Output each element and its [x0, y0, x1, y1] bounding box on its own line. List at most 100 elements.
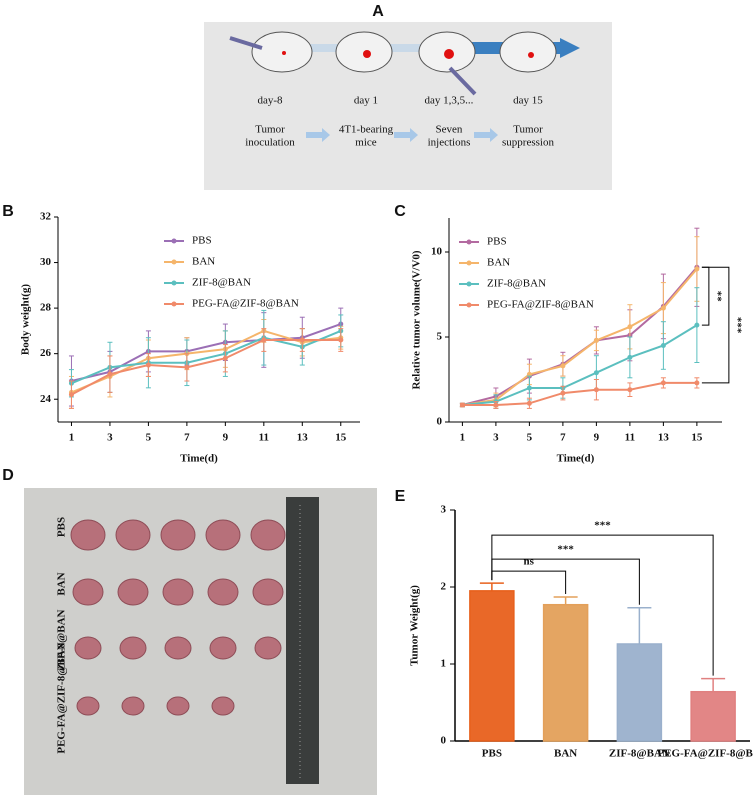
- day-label: day 15: [513, 95, 543, 107]
- x-tick-label: 11: [259, 432, 269, 444]
- sig-label: ***: [557, 544, 574, 556]
- x-tick-label: 5: [527, 432, 533, 444]
- tumors: [282, 49, 534, 59]
- marker: [493, 402, 499, 408]
- y-tick-label: 28: [40, 302, 52, 314]
- marker: [107, 371, 113, 377]
- sig-label: ns: [524, 556, 535, 568]
- marker: [68, 392, 74, 398]
- panel-label: E: [395, 488, 406, 505]
- syringe: [229, 36, 263, 50]
- step-label: Tumor: [255, 124, 285, 136]
- series-line: [70, 339, 341, 396]
- y-axis-title: Body weight(g): [20, 284, 32, 356]
- step-label: Tumor: [513, 124, 543, 136]
- legend-label: PEG-FA@ZIF-8@BAN: [487, 299, 594, 311]
- marker: [627, 387, 633, 393]
- bar: [542, 603, 589, 742]
- x-tick-label: 15: [335, 432, 347, 444]
- panel-label: B: [2, 203, 14, 220]
- x-tick-label: 15: [691, 432, 703, 444]
- row-label: ZIF-8@BAN: [56, 609, 68, 670]
- tumor: [115, 519, 151, 551]
- series-line: [71, 329, 342, 385]
- x-tick-label: 13: [658, 432, 670, 444]
- series-line: [462, 381, 697, 406]
- tumor: [207, 578, 239, 606]
- marker: [526, 385, 532, 391]
- tumor: [76, 696, 100, 716]
- marker: [627, 354, 633, 360]
- day-label: day 1,3,5...: [425, 95, 474, 107]
- tumor: [252, 578, 284, 606]
- step-label: Seven: [436, 124, 463, 136]
- tumor: [160, 519, 196, 551]
- marker: [660, 380, 666, 386]
- x-tick-label: PEG-FA@ZIF-8@BAN: [657, 748, 753, 760]
- legend-label: PBS: [487, 236, 507, 248]
- y-tick-label: 0: [441, 735, 447, 747]
- x-tick-label: 3: [107, 432, 113, 444]
- tumor: [70, 519, 106, 551]
- tumor: [205, 519, 241, 551]
- x-tick-label: 1: [69, 432, 75, 444]
- sig-bracket: [491, 534, 714, 676]
- series-line: [71, 323, 342, 382]
- tumor: [211, 696, 235, 716]
- legend-marker: [466, 302, 472, 308]
- panel-label: D: [2, 467, 14, 484]
- y-tick-label: 30: [40, 256, 52, 268]
- marker: [526, 400, 532, 406]
- sig-bracket: [701, 266, 730, 384]
- marker: [660, 305, 666, 311]
- marker: [560, 363, 566, 369]
- tumor: [119, 636, 147, 660]
- x-tick-label: 13: [297, 432, 309, 444]
- legend-marker: [171, 259, 177, 265]
- panel-label: A: [372, 3, 384, 20]
- sig-bracket: [701, 266, 710, 326]
- marker: [299, 337, 305, 343]
- y-tick-label: 24: [40, 393, 52, 405]
- x-tick-label: 3: [493, 432, 499, 444]
- tumor: [254, 636, 282, 660]
- ruler: [286, 497, 319, 784]
- marker: [145, 362, 151, 368]
- y-tick-label: 0: [437, 416, 443, 428]
- x-tick-label: BAN: [554, 748, 577, 760]
- sig-label: ***: [731, 317, 743, 334]
- marker: [593, 370, 599, 376]
- y-axis-title: Tumor Weight(g): [409, 585, 421, 666]
- step-arrows: [306, 128, 498, 142]
- marker: [593, 387, 599, 393]
- legend-label: BAN: [487, 257, 510, 269]
- day-label: day-8: [257, 95, 283, 107]
- tumor: [250, 519, 286, 551]
- marker: [627, 324, 633, 330]
- legend-marker: [171, 280, 177, 286]
- legend-label: ZIF-8@BAN: [192, 277, 251, 289]
- bar: [690, 690, 736, 742]
- tumor: [166, 696, 190, 716]
- y-tick-label: 2: [441, 581, 447, 593]
- tumor: [74, 636, 102, 660]
- x-axis-title: Time(d): [557, 453, 595, 465]
- series-line: [462, 324, 698, 406]
- y-tick-label: 32: [40, 211, 52, 223]
- bar: [616, 643, 663, 742]
- step-label: inoculation: [245, 137, 295, 149]
- legend-marker: [171, 301, 177, 307]
- step-label: suppression: [502, 137, 554, 149]
- row-label: PBS: [56, 517, 68, 537]
- marker: [261, 337, 267, 343]
- row-label: PEG-FA@ZIF-8@BAN: [56, 642, 68, 753]
- legend-label: ZIF-8@BAN: [487, 278, 546, 290]
- x-tick-label: PBS: [482, 748, 502, 760]
- marker: [222, 355, 228, 361]
- legend-label: BAN: [192, 256, 215, 268]
- legend-label: PBS: [192, 235, 212, 247]
- step-label: injections: [428, 137, 471, 149]
- marker: [593, 337, 599, 343]
- x-axis-title: Time(d): [180, 453, 218, 465]
